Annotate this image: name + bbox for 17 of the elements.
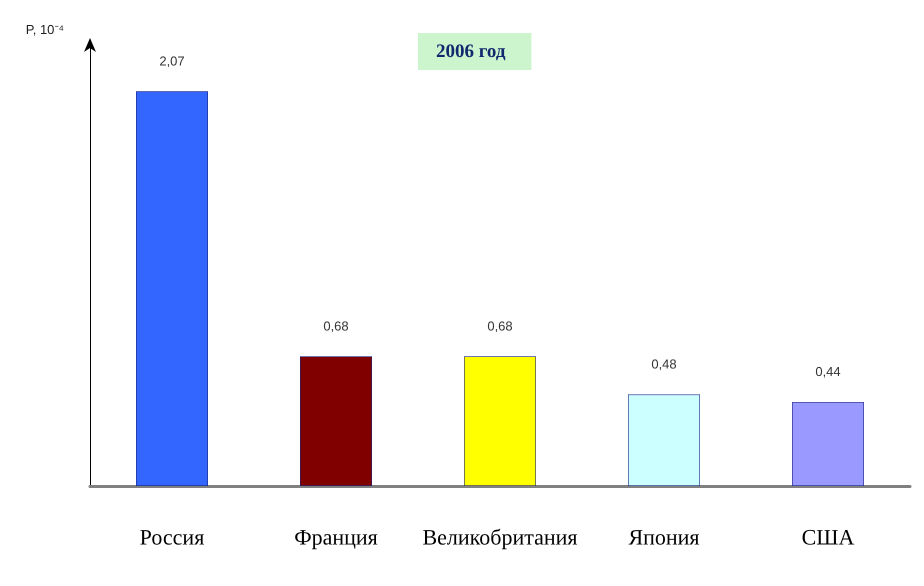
x-tick-label: США [802, 524, 854, 550]
bar [300, 356, 372, 486]
chart-title: 2006 год [436, 41, 506, 62]
bar [628, 394, 700, 486]
bar [464, 356, 536, 486]
data-label: 2,07 [159, 53, 185, 68]
bar [136, 91, 208, 486]
data-label: 0,48 [651, 356, 677, 372]
bar [792, 402, 864, 486]
data-label: 0,68 [487, 318, 513, 334]
data-label: 0,44 [815, 364, 841, 380]
x-tick-label: Великобритания [422, 524, 578, 550]
y-axis-title: P, 10⁻⁴ [26, 22, 64, 37]
x-tick-label: Россия [140, 524, 204, 550]
x-tick-label: Франция [294, 524, 378, 550]
x-tick-label: Япония [628, 524, 700, 550]
data-label: 0,68 [323, 318, 349, 334]
